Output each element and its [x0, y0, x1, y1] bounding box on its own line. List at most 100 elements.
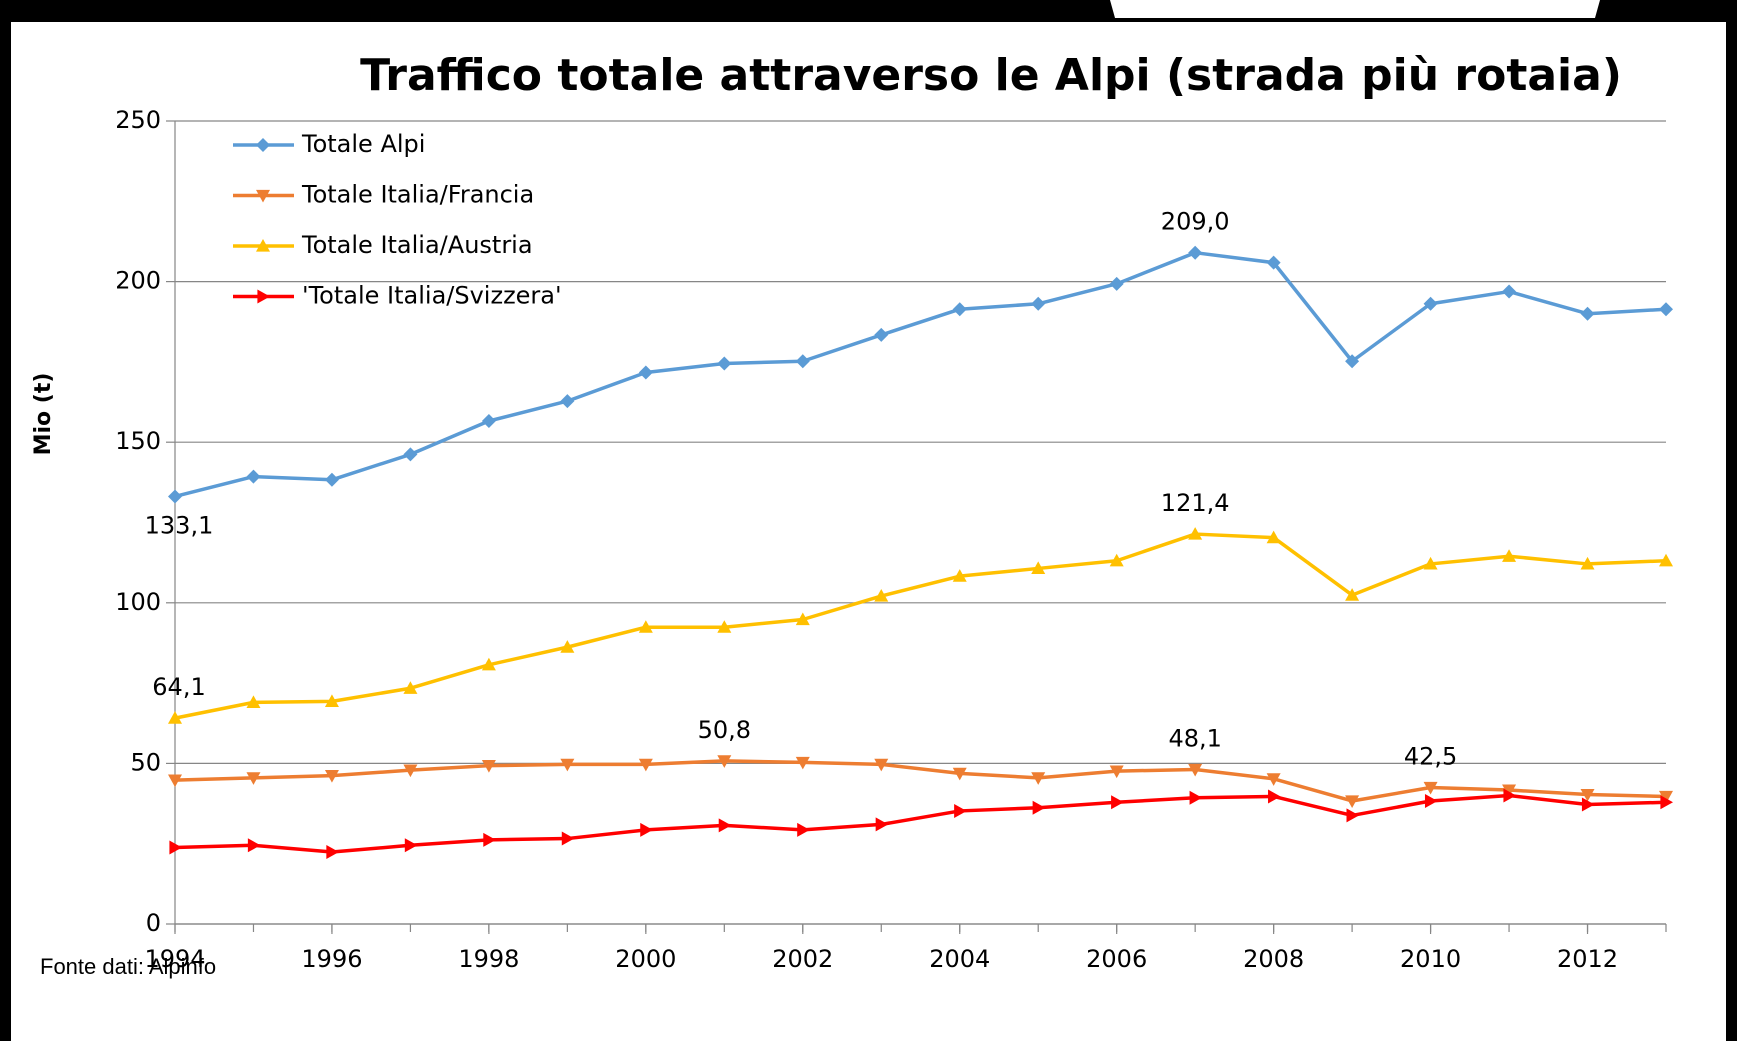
marker: [874, 758, 889, 772]
marker: [1503, 788, 1517, 803]
data-label: 64,1: [152, 673, 205, 701]
marker: [324, 472, 339, 487]
series-line: [174, 793, 1667, 854]
data-label: 133,1: [145, 511, 214, 539]
series-line: [174, 759, 1667, 803]
marker: [1502, 284, 1517, 299]
marker: [638, 758, 653, 772]
marker: [481, 657, 496, 671]
marker: [1032, 800, 1046, 815]
marker: [560, 394, 575, 409]
marker: [638, 365, 653, 380]
marker: [168, 489, 182, 504]
marker: [797, 822, 810, 837]
series-line: [174, 532, 1667, 720]
legend-marker: [256, 239, 270, 252]
marker: [640, 822, 653, 837]
marker: [1659, 302, 1673, 317]
marker: [1345, 588, 1360, 601]
marker: [483, 832, 496, 847]
marker: [1423, 781, 1438, 795]
data-label: 50,8: [698, 716, 751, 744]
marker: [1188, 245, 1203, 260]
marker: [795, 756, 810, 770]
marker: [404, 838, 418, 853]
marker: [874, 589, 889, 602]
legend-marker: [256, 138, 270, 152]
marker: [718, 818, 732, 833]
marker: [1345, 795, 1360, 808]
marker: [246, 695, 261, 708]
legend-label: 'Totale Italia/Svizzera': [302, 282, 562, 310]
marker: [247, 838, 261, 853]
marker: [638, 620, 653, 633]
data-label: 48,1: [1168, 725, 1221, 753]
marker: [1266, 255, 1281, 270]
marker: [1580, 556, 1595, 570]
x-tick-label: 2006: [1086, 945, 1147, 973]
marker: [1502, 784, 1517, 798]
marker: [169, 840, 182, 855]
marker: [403, 764, 418, 778]
data-label: 209,0: [1161, 208, 1230, 236]
marker: [1659, 553, 1673, 567]
marker: [1268, 789, 1281, 804]
legend-label: Totale Italia/Francia: [301, 181, 534, 209]
marker: [1423, 296, 1438, 311]
marker: [1189, 790, 1203, 805]
marker: [1423, 556, 1438, 570]
marker: [1109, 276, 1124, 291]
marker: [561, 831, 575, 846]
marker: [560, 640, 575, 653]
legend-label: Totale Italia/Austria: [301, 231, 533, 259]
marker: [875, 817, 889, 832]
marker: [1660, 795, 1673, 810]
x-tick-label: 2000: [615, 945, 676, 973]
marker: [952, 569, 967, 582]
x-tick-label: 2008: [1243, 945, 1304, 973]
marker: [1109, 553, 1124, 567]
marker: [954, 803, 967, 818]
marker: [481, 760, 496, 773]
marker: [246, 772, 261, 785]
marker: [326, 845, 339, 860]
marker: [1109, 765, 1124, 779]
marker: [952, 302, 967, 317]
x-tick-label: 1996: [301, 945, 362, 973]
legend-marker: [257, 289, 270, 304]
marker: [1659, 790, 1673, 804]
marker: [717, 755, 732, 768]
y-axis-label: Mio (t): [31, 373, 56, 456]
marker: [324, 694, 339, 708]
marker: [1111, 795, 1124, 810]
x-tick-label: 2012: [1557, 945, 1618, 973]
marker: [1581, 797, 1595, 812]
marker: [717, 356, 732, 371]
marker: [1346, 808, 1360, 823]
marker: [1188, 763, 1203, 777]
header-shape: [1110, 0, 1600, 18]
data-label: 121,4: [1161, 489, 1230, 517]
chart-title: Traffico totale attraverso le Alpi (stra…: [360, 50, 1622, 101]
marker: [1502, 549, 1517, 562]
marker: [717, 620, 732, 633]
marker: [874, 327, 889, 342]
marker: [952, 767, 967, 781]
marker: [1580, 788, 1595, 802]
y-tick-label: 0: [146, 909, 161, 937]
source-note: Fonte dati: Alpinfo: [40, 954, 216, 979]
marker: [1266, 530, 1281, 544]
series-line: [174, 250, 1667, 499]
marker: [481, 414, 496, 429]
marker: [1580, 306, 1595, 321]
marker: [795, 354, 810, 369]
x-tick-label: 1994: [144, 945, 205, 973]
marker: [795, 612, 810, 626]
x-tick-label: 2004: [929, 945, 990, 973]
marker: [1031, 561, 1046, 575]
x-tick-label: 2002: [772, 945, 833, 973]
marker: [403, 447, 418, 462]
legend-marker: [256, 189, 270, 203]
y-tick-label: 50: [130, 748, 161, 776]
